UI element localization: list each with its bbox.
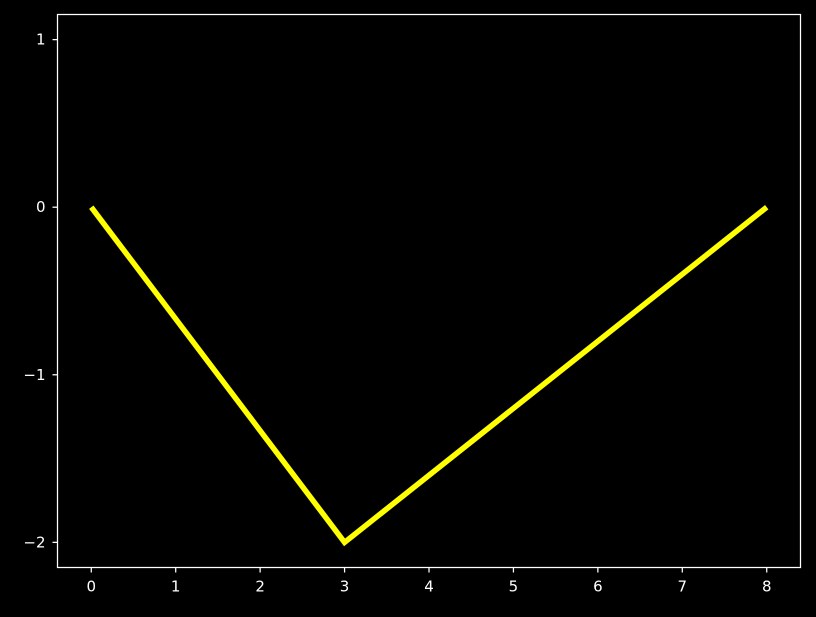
y-axis-ticks: −2 −1 0 1	[23, 31, 58, 551]
y-tick-label: −2	[23, 533, 45, 551]
x-tick-label: 7	[678, 578, 688, 596]
y-tick-label: 1	[36, 31, 46, 49]
x-axis-ticks: 0 1 2 3 4 5 6 7 8	[86, 567, 772, 596]
x-tick-label: 4	[424, 578, 434, 596]
x-tick-label: 1	[171, 578, 181, 596]
x-tick-label: 3	[340, 578, 350, 596]
x-tick-label: 2	[255, 578, 265, 596]
x-tick-label: 8	[762, 578, 772, 596]
x-tick-label: 5	[509, 578, 519, 596]
y-tick-label: −1	[23, 366, 45, 384]
y-tick-label: 0	[36, 198, 46, 216]
x-tick-label: 6	[593, 578, 603, 596]
x-tick-label: 0	[86, 578, 96, 596]
plot-area-frame	[56, 13, 802, 569]
series-layer	[89, 205, 769, 547]
